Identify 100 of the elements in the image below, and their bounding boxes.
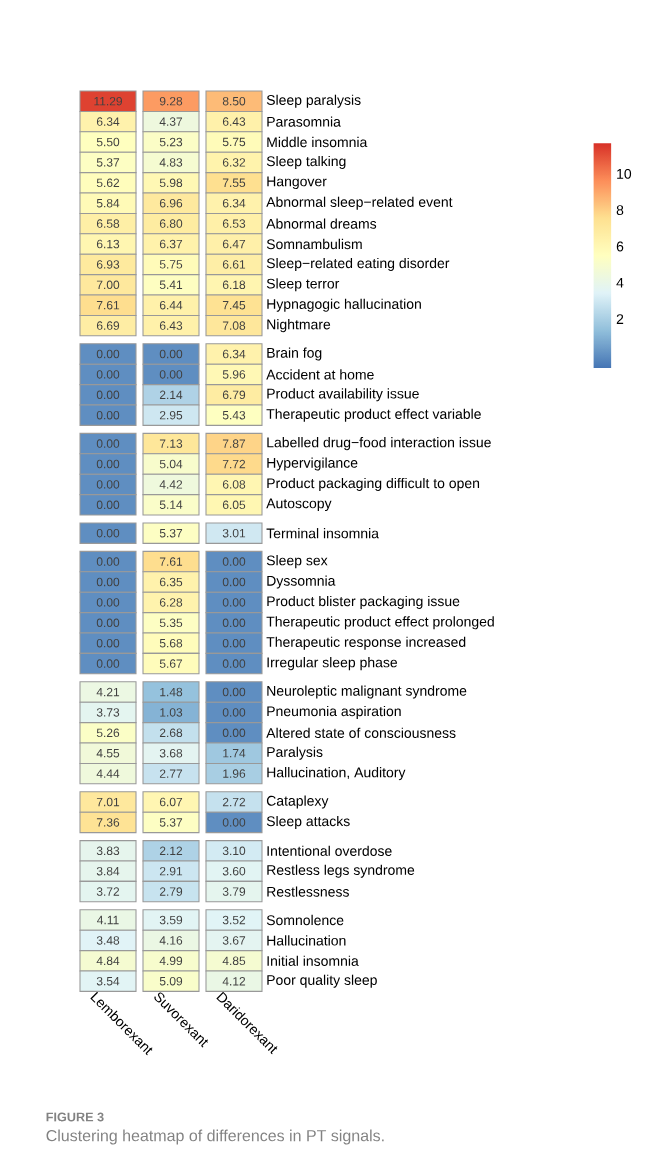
data-label: 6.05: [222, 500, 246, 510]
y-tick-label: Hallucination, Auditory: [267, 767, 406, 781]
y-tick-label: Intentional overdose: [267, 845, 392, 856]
data-label: 3.73: [96, 708, 120, 717]
y-tick-label: Sleep paralysis: [266, 94, 361, 108]
data-label: 7.55: [222, 178, 246, 187]
data-label: 5.41: [159, 280, 183, 289]
data-label: 4.42: [159, 480, 183, 489]
data-label: 5.50: [96, 137, 120, 147]
text: Clustering heatmap of differences in PT signals.: [46, 1129, 384, 1145]
data-label: 0.00: [96, 557, 120, 566]
data-label: 4.83: [159, 158, 183, 167]
y-tick-label: Somnolence: [266, 914, 344, 926]
y-tick-label: Middle insomnia: [267, 136, 368, 148]
data-label: 11.29: [94, 96, 122, 106]
data-label: 6.18: [222, 280, 246, 290]
data-label: 6.34: [222, 349, 246, 359]
data-label: 0.00: [96, 480, 120, 489]
y-tick-label: Parasomnia: [267, 116, 341, 127]
data-label: 0.00: [96, 439, 120, 448]
data-label: 6.34: [96, 117, 120, 126]
color-bar-label: 2: [616, 314, 624, 324]
data-label: 0.00: [96, 390, 120, 400]
y-tick-label: Initial insomnia: [267, 955, 359, 966]
data-label: 3.54: [96, 976, 120, 986]
data-label: 6.07: [159, 797, 183, 807]
y-tick-label: Therapeutic product effect prolonged: [266, 616, 494, 630]
data-label: 3.01: [222, 528, 246, 538]
y-tick-label: Sleep talking: [266, 155, 346, 169]
y-tick-label: Restless legs syndrome: [267, 864, 415, 878]
data-label: 4.37: [159, 117, 183, 126]
data-label: 1.96: [223, 769, 246, 778]
data-label: 1.03: [160, 708, 183, 717]
data-label: 5.37: [96, 158, 120, 167]
data-label: 5.75: [159, 260, 183, 269]
color-bar-label: 8: [616, 205, 624, 216]
data-label: 3.72: [96, 887, 120, 896]
data-label: 4.85: [222, 956, 246, 966]
data-label: 3.10: [222, 846, 246, 856]
y-tick-label: Hangover: [267, 176, 327, 190]
y-tick-label: Terminal insomnia: [266, 528, 379, 539]
y-tick-label: Dyssomnia: [267, 575, 336, 589]
data-label: 0.00: [222, 708, 246, 717]
data-label: 4.99: [159, 956, 183, 966]
data-label: 4.11: [97, 915, 119, 925]
y-tick-label: Restlessness: [267, 886, 349, 897]
data-label: 0.00: [222, 728, 246, 738]
data-label: 6.28: [159, 598, 183, 607]
data-label: 5.75: [222, 137, 246, 147]
data-label: 6.34: [222, 198, 246, 208]
data-label: 3.68: [159, 748, 183, 758]
data-label: 2.79: [159, 887, 183, 896]
y-tick-label: Poor quality sleep: [267, 974, 377, 988]
data-label: 1.74: [223, 749, 246, 758]
data-label: 3.84: [96, 866, 120, 876]
data-label: 6.47: [222, 239, 246, 249]
y-tick-label: Product blister packaging issue: [267, 595, 460, 609]
data-label: 4.44: [96, 769, 120, 778]
data-label: 5.98: [159, 178, 183, 188]
data-label: 6.13: [96, 239, 120, 249]
y-tick-label: Hallucination: [267, 935, 346, 946]
data-label: 4.21: [96, 687, 120, 697]
y-tick-label: Sleep−related eating disorder: [266, 257, 450, 271]
data-label: 0.00: [222, 818, 246, 827]
data-label: 8.50: [222, 96, 246, 106]
y-tick-label: Cataplexy: [266, 795, 329, 809]
y-tick-label: Product availability issue: [267, 388, 419, 402]
y-tick-label: Brain fog: [267, 347, 322, 361]
data-label: 6.69: [96, 321, 120, 330]
data-label: 6.44: [159, 300, 183, 310]
data-label: 4.55: [96, 749, 120, 758]
data-label: 3.60: [222, 866, 246, 876]
data-label: 5.43: [222, 410, 246, 420]
data-label: 0.00: [96, 598, 120, 607]
y-tick-label: Nightmare: [267, 319, 331, 333]
data-label: 6.43: [159, 321, 183, 330]
data-label: 6.79: [222, 390, 246, 400]
data-label: 4.16: [159, 936, 183, 945]
y-tick-label: Pneumonia aspiration: [267, 705, 401, 719]
data-label: 5.68: [159, 638, 183, 648]
data-label: 5.14: [159, 500, 183, 509]
data-label: 3.48: [96, 936, 120, 945]
data-label: 2.72: [222, 797, 246, 807]
data-label: 5.04: [159, 459, 183, 469]
data-label: 0.00: [96, 459, 120, 469]
data-label: 0.00: [96, 618, 120, 628]
data-label: 5.37: [159, 528, 183, 538]
data-label: 6.80: [159, 219, 183, 228]
y-tick-label: Autoscopy: [266, 498, 332, 512]
y-tick-label: Somnambulism: [266, 238, 362, 250]
data-label: 2.95: [159, 410, 183, 420]
data-label: 5.84: [96, 198, 120, 208]
data-label: 3.83: [96, 846, 120, 856]
data-label: 5.37: [159, 818, 183, 827]
y-tick-label: Product packaging difficult to open: [267, 477, 480, 491]
data-label: 0.00: [222, 557, 246, 566]
data-label: 9.28: [159, 96, 183, 106]
data-label: 2.91: [159, 866, 183, 876]
data-label: 5.67: [159, 659, 183, 668]
data-label: 0.00: [96, 500, 120, 510]
